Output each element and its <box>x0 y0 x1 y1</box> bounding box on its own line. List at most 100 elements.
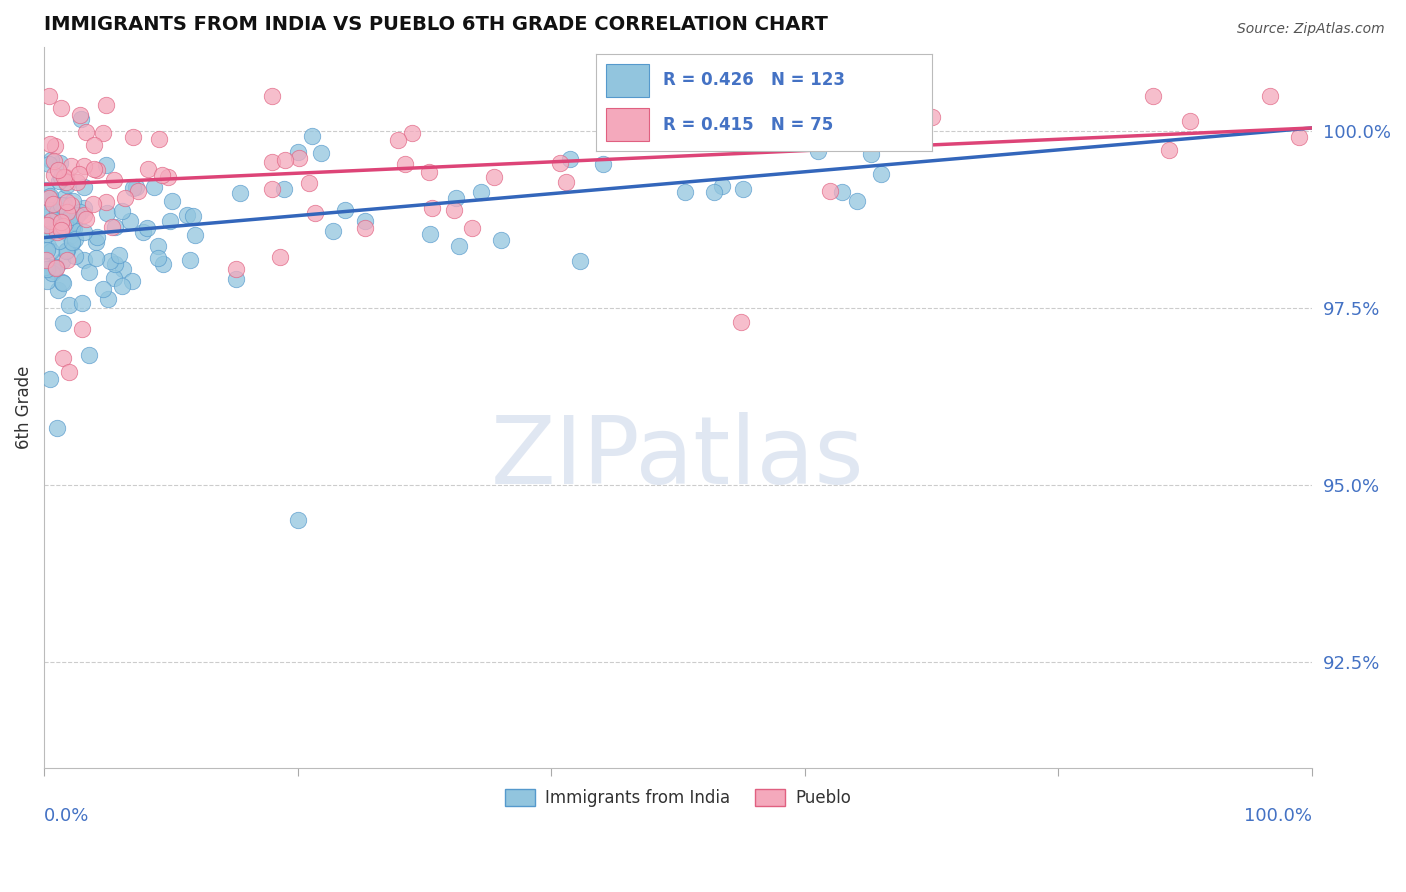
Point <box>66 208 89 222</box>
Point <box>35 274 58 288</box>
Point <box>46 283 69 297</box>
Point <box>1258 89 1281 103</box>
Point <box>73 225 96 239</box>
Point <box>48 208 70 222</box>
Point <box>96 206 118 220</box>
Point <box>1288 130 1310 145</box>
Point <box>45 260 67 275</box>
Point <box>731 182 754 196</box>
Point <box>72 207 94 221</box>
Point <box>84 251 107 265</box>
Text: 100.0%: 100.0% <box>1244 807 1312 825</box>
Point <box>354 214 377 228</box>
Point <box>60 160 83 174</box>
Point <box>52 316 75 330</box>
Point <box>287 513 309 527</box>
Point <box>52 219 75 234</box>
Point <box>63 232 86 246</box>
Point <box>37 194 59 208</box>
Point <box>121 130 143 145</box>
Point <box>75 212 97 227</box>
Point <box>53 217 76 231</box>
Point <box>104 257 127 271</box>
Point <box>184 228 207 243</box>
Point <box>42 264 65 278</box>
Point <box>52 170 75 185</box>
Point <box>1180 113 1202 128</box>
Point <box>48 174 70 188</box>
Point <box>38 157 60 171</box>
Point <box>49 223 72 237</box>
Point <box>38 137 60 152</box>
Text: Source: ZipAtlas.com: Source: ZipAtlas.com <box>1237 22 1385 37</box>
Point <box>703 185 725 199</box>
Point <box>298 176 321 190</box>
Point <box>83 138 105 153</box>
Point <box>63 250 86 264</box>
Point <box>287 145 309 159</box>
Point <box>56 252 79 267</box>
Point <box>287 151 309 165</box>
Point <box>387 132 409 146</box>
Point <box>51 222 73 236</box>
Point <box>111 261 134 276</box>
Point <box>447 239 470 253</box>
Point <box>69 108 91 122</box>
Point <box>159 214 181 228</box>
Point <box>1157 143 1180 157</box>
Point <box>225 272 247 286</box>
Point <box>35 182 58 196</box>
Point <box>45 204 67 219</box>
Point <box>55 244 77 258</box>
Point <box>41 267 63 281</box>
Point <box>53 191 76 205</box>
Point <box>100 219 122 234</box>
Point <box>1142 89 1164 103</box>
Text: ZIPatlas: ZIPatlas <box>491 411 865 504</box>
Point <box>38 191 60 205</box>
Point <box>66 175 89 189</box>
Point <box>394 157 416 171</box>
Point <box>228 186 250 201</box>
Point <box>86 163 108 178</box>
Point <box>35 218 58 232</box>
Point <box>157 170 180 185</box>
Point <box>69 204 91 219</box>
Point <box>55 175 77 189</box>
Point <box>560 152 582 166</box>
Y-axis label: 6th Grade: 6th Grade <box>15 366 32 449</box>
Point <box>67 167 90 181</box>
Point <box>52 276 75 290</box>
Point <box>301 129 323 144</box>
Point <box>51 276 73 290</box>
Legend: Immigrants from India, Pueblo: Immigrants from India, Pueblo <box>498 782 858 814</box>
Point <box>443 202 465 217</box>
Point <box>673 185 696 199</box>
Point <box>114 191 136 205</box>
Point <box>51 215 73 229</box>
Point <box>121 181 143 195</box>
Point <box>73 179 96 194</box>
Point <box>420 201 443 215</box>
Point <box>70 322 93 336</box>
Point <box>59 228 82 243</box>
Point <box>135 221 157 235</box>
Point <box>55 195 77 210</box>
Point <box>59 210 82 224</box>
Point <box>39 372 62 386</box>
Point <box>41 214 63 228</box>
Point <box>70 296 93 310</box>
Point <box>418 165 440 179</box>
Point <box>63 214 86 228</box>
Point <box>273 182 295 196</box>
Point <box>120 214 142 228</box>
Point <box>598 135 620 149</box>
Point <box>108 247 131 261</box>
Point <box>710 179 733 194</box>
Point <box>62 194 84 209</box>
Point <box>152 257 174 271</box>
Point <box>160 194 183 208</box>
Point <box>45 421 67 435</box>
Point <box>148 132 170 146</box>
Point <box>470 185 492 199</box>
